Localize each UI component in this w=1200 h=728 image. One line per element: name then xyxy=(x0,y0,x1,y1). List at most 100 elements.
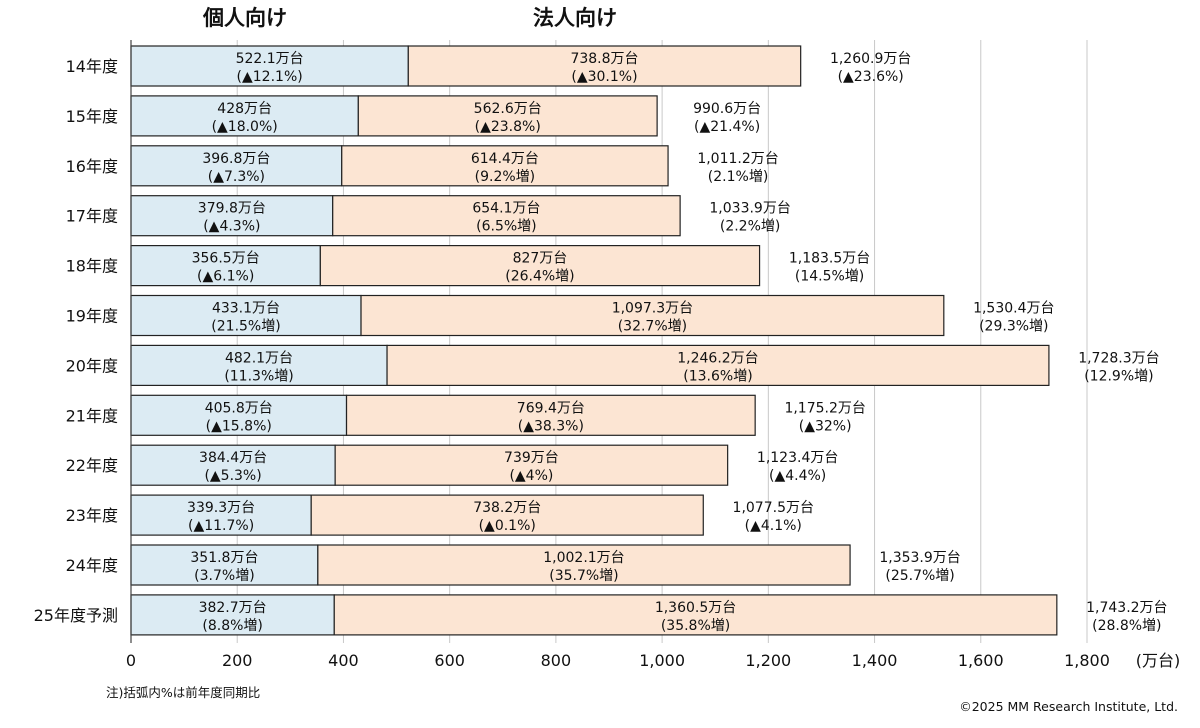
total-value-label: 1,353.9万台 xyxy=(879,550,960,566)
corporate-value-label: 654.1万台 xyxy=(472,201,540,217)
personal-change-label: (▲7.3%) xyxy=(208,169,265,185)
personal-value-label: 428万台 xyxy=(217,101,272,117)
total-change-label: (2.1%増) xyxy=(708,169,769,185)
category-label: 19年度 xyxy=(66,307,118,326)
total-value-label: 1,743.2万台 xyxy=(1086,600,1167,616)
personal-change-label: (▲5.3%) xyxy=(204,468,261,484)
personal-change-label: (8.8%増) xyxy=(202,618,263,634)
bar-corporate xyxy=(345,394,756,436)
bar-corporate xyxy=(317,544,851,586)
total-change-label: (25.7%増) xyxy=(885,568,954,584)
category-label: 23年度 xyxy=(66,506,118,525)
bar-corporate xyxy=(407,45,802,87)
total-change-label: (▲21.4%) xyxy=(694,119,760,135)
total-change-label: (12.9%増) xyxy=(1084,368,1153,384)
corporate-value-label: 738.8万台 xyxy=(570,51,638,67)
total-value-label: 1,260.9万台 xyxy=(830,51,911,67)
bar-personal xyxy=(130,544,319,586)
bar-personal xyxy=(130,95,359,137)
personal-change-label: (▲18.0%) xyxy=(212,119,278,135)
x-tick-label: 400 xyxy=(328,651,359,670)
corporate-value-label: 1,002.1万台 xyxy=(543,550,624,566)
personal-change-label: (21.5%増) xyxy=(211,319,280,335)
personal-change-label: (▲4.3%) xyxy=(203,219,260,235)
category-label: 20年度 xyxy=(66,356,118,375)
corporate-value-label: 827万台 xyxy=(513,251,568,267)
series-header: 個人向け xyxy=(202,6,287,30)
category-label: 14年度 xyxy=(66,57,118,76)
personal-value-label: 405.8万台 xyxy=(205,400,273,416)
x-tick-label: 800 xyxy=(541,651,572,670)
total-value-label: 1,077.5万台 xyxy=(733,500,814,516)
bar-personal xyxy=(130,294,362,337)
personal-value-label: 482.1万台 xyxy=(225,350,293,366)
corporate-change-label: (35.8%増) xyxy=(661,618,730,634)
total-change-label: (▲32%) xyxy=(799,418,852,434)
bar-corporate xyxy=(319,245,761,287)
personal-change-label: (▲11.7%) xyxy=(188,518,254,534)
personal-value-label: 433.1万台 xyxy=(212,301,280,317)
total-value-label: 990.6万台 xyxy=(693,101,761,117)
x-tick-label: 1,000 xyxy=(639,651,685,670)
copyright: ©2025 MM Research Institute, Ltd. xyxy=(959,699,1178,714)
personal-value-label: 384.4万台 xyxy=(199,450,267,466)
corporate-change-label: (32.7%増) xyxy=(618,319,687,335)
bar-corporate xyxy=(360,294,945,337)
bar-corporate xyxy=(334,444,729,486)
total-value-label: 1,728.3万台 xyxy=(1078,350,1159,366)
personal-change-label: (▲6.1%) xyxy=(197,269,254,285)
category-label: 21年度 xyxy=(66,406,118,425)
x-unit-label: (万台) xyxy=(1136,651,1181,670)
x-tick-label: 1,600 xyxy=(958,651,1004,670)
personal-value-label: 339.3万台 xyxy=(187,500,255,516)
bar-corporate xyxy=(341,145,669,187)
x-tick-label: 0 xyxy=(126,651,136,670)
corporate-value-label: 614.4万台 xyxy=(471,151,539,167)
corporate-value-label: 562.6万台 xyxy=(474,101,542,117)
corporate-value-label: 738.2万台 xyxy=(473,500,541,516)
bar-corporate xyxy=(310,494,704,536)
x-tick-label: 1,400 xyxy=(852,651,898,670)
total-change-label: (2.2%増) xyxy=(720,219,781,235)
corporate-change-label: (13.6%増) xyxy=(683,368,752,384)
corporate-change-label: (▲0.1%) xyxy=(479,518,536,534)
total-change-label: (29.3%増) xyxy=(979,319,1048,335)
labels-group: 14年度 522.1万台 (▲12.1%) 738.8万台 (▲30.1%) 1,260.… xyxy=(34,51,1168,634)
total-value-label: 1,183.5万台 xyxy=(789,251,870,267)
x-axis: 0 200 400 600 800 1,000 1,200 1,400 1,600 1,800 (万… xyxy=(126,40,1180,670)
personal-change-label: (3.7%増) xyxy=(194,568,255,584)
bar-personal xyxy=(130,145,343,187)
category-label: 16年度 xyxy=(66,157,118,176)
corporate-value-label: 739万台 xyxy=(504,450,559,466)
personal-change-label: (▲15.8%) xyxy=(206,418,272,434)
personal-change-label: (11.3%増) xyxy=(224,368,293,384)
grid-lines xyxy=(236,40,1088,643)
total-value-label: 1,033.9万台 xyxy=(709,201,790,217)
footnote: 注)括弧内%は前年度同期比 xyxy=(106,685,260,700)
total-value-label: 1,011.2万台 xyxy=(697,151,778,167)
bar-personal xyxy=(130,494,312,536)
bar-personal xyxy=(130,594,335,636)
bar-personal xyxy=(130,444,336,486)
total-change-label: (▲4.4%) xyxy=(769,468,826,484)
corporate-change-label: (26.4%増) xyxy=(505,269,574,285)
category-label: 25年度予測 xyxy=(34,606,118,625)
category-label: 22年度 xyxy=(66,456,118,475)
personal-value-label: 382.7万台 xyxy=(199,600,267,616)
bar-corporate xyxy=(357,95,658,137)
category-label: 17年度 xyxy=(66,207,118,226)
personal-value-label: 379.8万台 xyxy=(198,201,266,217)
total-change-label: (14.5%増) xyxy=(795,269,864,285)
total-change-label: (28.8%増) xyxy=(1092,618,1161,634)
corporate-change-label: (▲30.1%) xyxy=(571,69,637,85)
corporate-value-label: 1,097.3万台 xyxy=(612,301,693,317)
bars-group xyxy=(130,45,1058,636)
corporate-value-label: 1,360.5万台 xyxy=(655,600,736,616)
bar-personal xyxy=(130,394,348,436)
series-headers: 個人向け 法人向け xyxy=(202,6,617,30)
personal-value-label: 522.1万台 xyxy=(236,51,304,67)
x-tick-label: 200 xyxy=(222,651,253,670)
corporate-change-label: (▲23.8%) xyxy=(475,119,541,135)
x-tick-label: 1,200 xyxy=(745,651,791,670)
